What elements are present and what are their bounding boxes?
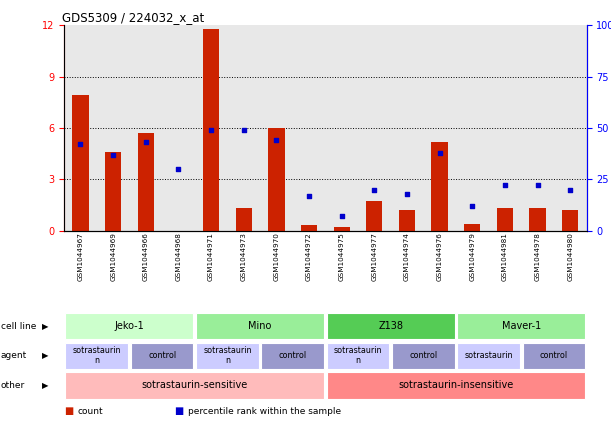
Bar: [137, 133, 154, 231]
Text: percentile rank within the sample: percentile rank within the sample: [188, 407, 341, 416]
Text: control: control: [540, 351, 568, 360]
FancyBboxPatch shape: [196, 313, 324, 339]
Bar: [105, 152, 122, 231]
FancyBboxPatch shape: [327, 313, 455, 339]
FancyBboxPatch shape: [522, 343, 585, 369]
FancyBboxPatch shape: [262, 343, 324, 369]
Bar: [562, 210, 579, 231]
Point: [565, 186, 575, 193]
Text: control: control: [148, 351, 176, 360]
Point: [304, 192, 314, 199]
FancyBboxPatch shape: [457, 313, 585, 339]
Bar: [72, 96, 89, 231]
Bar: [366, 201, 382, 231]
Text: ■: ■: [174, 406, 183, 416]
FancyBboxPatch shape: [392, 343, 455, 369]
Text: agent: agent: [1, 351, 27, 360]
Text: Mino: Mino: [248, 321, 272, 331]
Text: ▶: ▶: [42, 381, 48, 390]
FancyBboxPatch shape: [65, 313, 194, 339]
Point: [174, 166, 183, 173]
Point: [435, 149, 445, 156]
Point: [76, 141, 86, 148]
FancyBboxPatch shape: [327, 343, 389, 369]
Text: control: control: [279, 351, 307, 360]
Text: ▶: ▶: [42, 351, 48, 360]
Point: [206, 126, 216, 133]
Point: [500, 182, 510, 189]
Bar: [236, 208, 252, 231]
Text: Jeko-1: Jeko-1: [115, 321, 144, 331]
Text: control: control: [409, 351, 437, 360]
Text: sotrastaurin: sotrastaurin: [464, 351, 513, 360]
Bar: [334, 227, 350, 231]
Text: ■: ■: [64, 406, 73, 416]
Point: [402, 190, 412, 197]
Text: sotrastaurin
n: sotrastaurin n: [203, 346, 252, 365]
Text: sotrastaurin-sensitive: sotrastaurin-sensitive: [142, 380, 248, 390]
Bar: [529, 208, 546, 231]
FancyBboxPatch shape: [65, 372, 324, 398]
Bar: [399, 210, 415, 231]
FancyBboxPatch shape: [131, 343, 194, 369]
Point: [533, 182, 543, 189]
Text: sotrastaurin
n: sotrastaurin n: [334, 346, 382, 365]
Point: [141, 139, 151, 146]
Bar: [497, 208, 513, 231]
Point: [337, 213, 346, 220]
Point: [467, 203, 477, 209]
Bar: [431, 142, 448, 231]
Text: ▶: ▶: [42, 321, 48, 331]
Bar: [464, 224, 480, 231]
Point: [239, 126, 249, 133]
Text: Z138: Z138: [378, 321, 403, 331]
Point: [271, 137, 281, 144]
Text: GDS5309 / 224032_x_at: GDS5309 / 224032_x_at: [62, 11, 204, 24]
Point: [370, 186, 379, 193]
Text: sotrastaurin
n: sotrastaurin n: [73, 346, 121, 365]
FancyBboxPatch shape: [196, 343, 258, 369]
Text: Maver-1: Maver-1: [502, 321, 541, 331]
Bar: [203, 29, 219, 231]
Point: [108, 151, 118, 158]
Text: count: count: [78, 407, 103, 416]
Bar: [268, 128, 285, 231]
Bar: [301, 225, 317, 231]
Text: sotrastaurin-insensitive: sotrastaurin-insensitive: [398, 380, 514, 390]
Text: cell line: cell line: [1, 321, 36, 331]
Text: other: other: [1, 381, 25, 390]
FancyBboxPatch shape: [457, 343, 520, 369]
FancyBboxPatch shape: [65, 343, 128, 369]
FancyBboxPatch shape: [327, 372, 585, 398]
